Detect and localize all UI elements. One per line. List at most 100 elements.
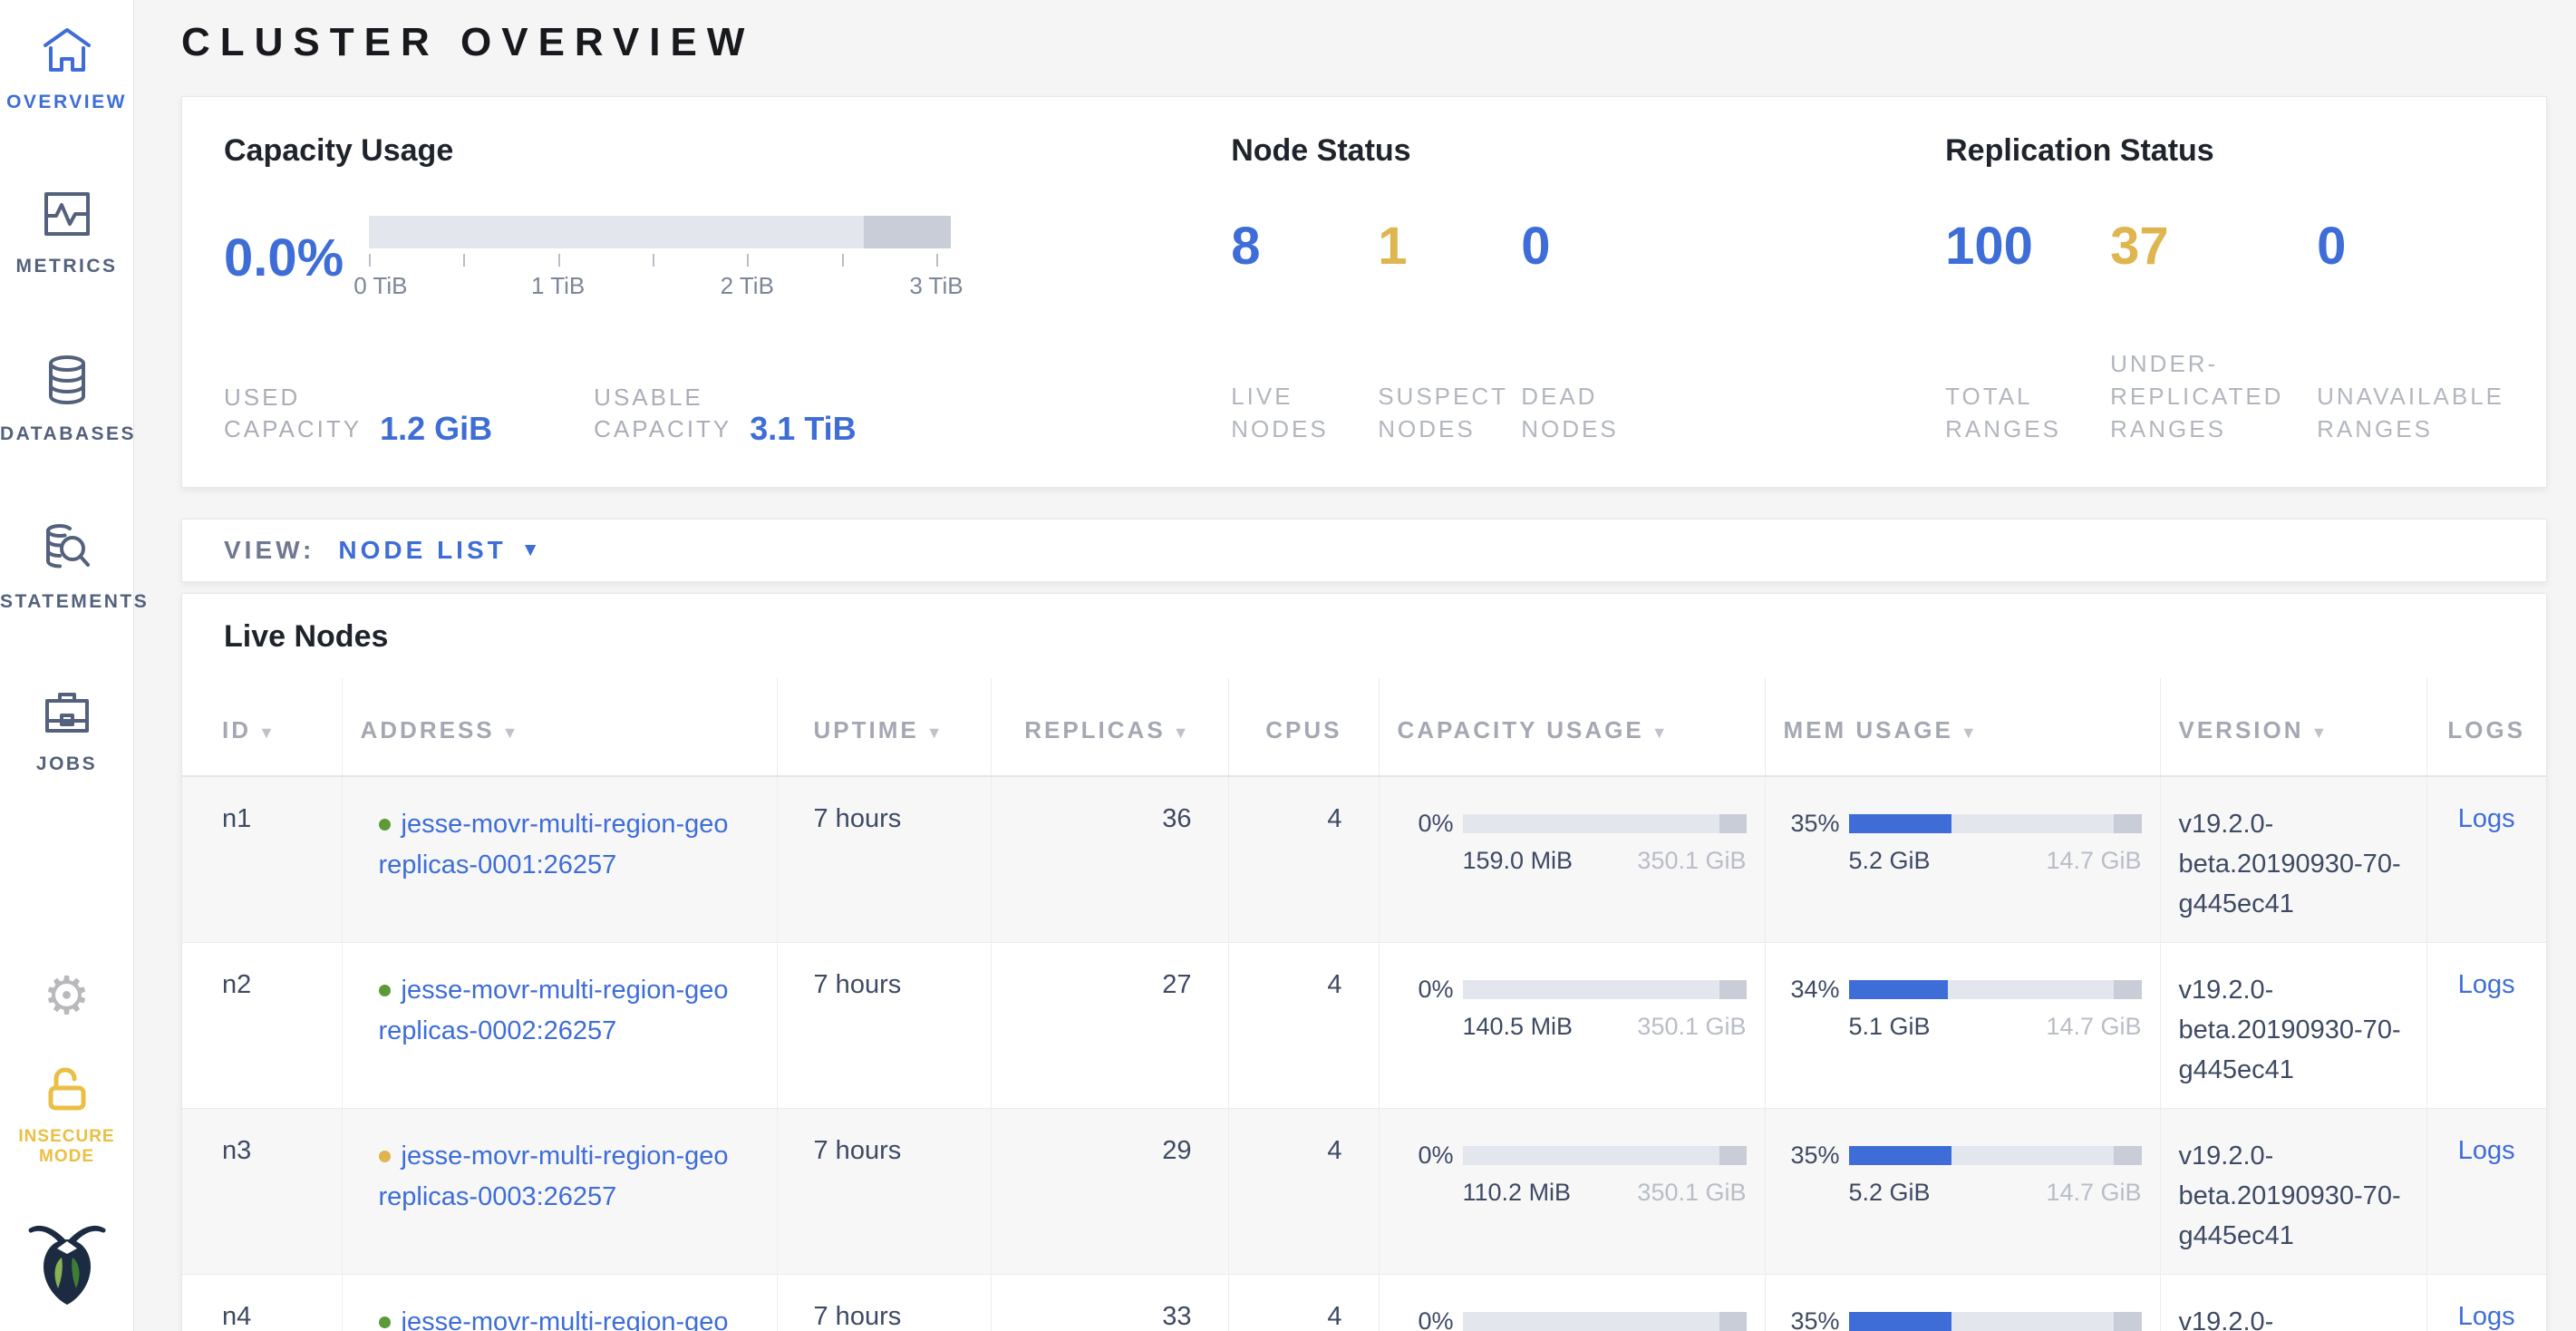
metrics-icon (0, 189, 133, 243)
statements-icon (0, 521, 133, 578)
gear-icon[interactable]: ⚙ (43, 967, 91, 1025)
logs-link[interactable]: Logs (2457, 1136, 2515, 1165)
node-address-link[interactable]: replicas-0001:26257 (378, 850, 617, 879)
view-bar: VIEW: NODE LIST ▼ (181, 519, 2547, 582)
used-capacity-stat: USED CAPACITY 1.2 GiB (224, 384, 493, 447)
sidebar-item-label: STATEMENTS (0, 591, 150, 612)
sidebar-item-statements[interactable]: STATEMENTS (0, 521, 147, 613)
node-address-link[interactable]: jesse-movr-multi-region-geo (401, 810, 729, 839)
sort-arrow-icon: ▼ (501, 724, 521, 742)
column-header-uptime[interactable]: UPTIME ▼ (777, 678, 992, 777)
sidebar-item-label: DATABASES (0, 423, 137, 444)
column-header-mem-usage[interactable]: MEM USAGE ▼ (1765, 678, 2161, 777)
capacity-bar (1462, 814, 1747, 833)
node-memory-cell: 35% 5.2 GiB 14.7 GiB (1765, 776, 2161, 943)
main-content: CLUSTER OVERVIEW Capacity Usage 0.0% (134, 0, 2576, 1331)
jobs-icon (0, 689, 133, 741)
memory-bar (1848, 980, 2142, 999)
column-header-address[interactable]: ADDRESS ▼ (342, 678, 778, 777)
node-table-body: n1 jesse-movr-multi-region-geo replicas-… (182, 776, 2546, 1331)
sort-arrow-icon: ▼ (1172, 724, 1192, 742)
total-ranges-stat: 100 TOTAL RANGES (1945, 217, 2061, 442)
live-nodes-stat: 8 LIVE NODES (1231, 217, 1329, 442)
sidebar-item-label: JOBS (35, 753, 98, 774)
node-table-row: n3 jesse-movr-multi-region-geo replicas-… (182, 1108, 2546, 1275)
live-nodes-title: Live Nodes (224, 619, 389, 654)
node-address-cell: jesse-movr-multi-region-geo replicas-000… (342, 776, 778, 943)
node-version-cell: v19.2.0-beta.20190930-70-g445ec41 (2160, 776, 2427, 943)
page-title: CLUSTER OVERVIEW (181, 20, 755, 64)
capacity-bar (1462, 1146, 1747, 1165)
under-replicated-ranges-stat: 37 UNDER- REPLICATED RANGES (2110, 217, 2284, 442)
node-cpus-cell: 4 (1228, 776, 1380, 943)
node-address-link[interactable]: replicas-0003:26257 (378, 1182, 617, 1211)
node-table: ID ▼ ADDRESS ▼ UPTIME ▼ REPLICAS ▼ CPUS CAPA… (182, 678, 2546, 1331)
logs-link[interactable]: Logs (2457, 970, 2515, 999)
sidebar-item-label: OVERVIEW (6, 92, 127, 112)
home-icon (0, 25, 133, 79)
node-version-cell: v19.2.0-beta.20190930-70-g445ec41 (2160, 942, 2427, 1109)
unlocked-padlock-icon (44, 1067, 90, 1115)
replication-status-title: Replication Status (1945, 133, 2214, 168)
tick-label: 3 TiB (909, 272, 964, 299)
node-address-cell: jesse-movr-multi-region-geo replicas-000… (342, 942, 778, 1109)
column-header-capacity-usage[interactable]: CAPACITY USAGE ▼ (1379, 678, 1766, 777)
node-logs-cell: Logs (2426, 1274, 2546, 1331)
capacity-percent: 0.0% (224, 228, 344, 287)
node-status-dot (378, 1316, 391, 1328)
tick-label: 1 TiB (531, 272, 586, 299)
memory-bar (1848, 1146, 2142, 1165)
sidebar-bottom: ⚙ INSECURE MODE (0, 970, 133, 1331)
node-logs-cell: Logs (2426, 1108, 2546, 1275)
tick-label: 0 TiB (353, 272, 408, 299)
node-capacity-cell: 0% 140.5 MiB 350.1 GiB (1379, 942, 1766, 1109)
sort-arrow-icon: ▼ (258, 724, 277, 742)
cockroachdb-logo[interactable] (0, 1214, 133, 1313)
sidebar-item-metrics[interactable]: METRICS (0, 189, 133, 277)
cluster-summary-card: Capacity Usage 0.0% 0 TiB (181, 96, 2547, 488)
capacity-gauge-track (369, 216, 951, 248)
logs-link[interactable]: Logs (2457, 804, 2515, 833)
node-uptime-cell: 7 hours (777, 942, 992, 1109)
column-header-id[interactable]: ID ▼ (182, 678, 343, 777)
column-header-version[interactable]: VERSION ▼ (2160, 678, 2427, 777)
node-address-link[interactable]: jesse-movr-multi-region-geo (401, 1142, 729, 1171)
capacity-bar (1462, 980, 1747, 999)
memory-bar (1848, 814, 2142, 833)
node-address-cell: jesse-movr-multi-region-geo replicas-000… (342, 1108, 778, 1275)
logs-link[interactable]: Logs (2457, 1302, 2515, 1331)
used-capacity-value: 1.2 GiB (380, 410, 493, 447)
unavailable-ranges-stat: 0 UNAVAILABLE RANGES (2317, 217, 2504, 442)
view-dropdown[interactable]: NODE LIST ▼ (338, 536, 539, 565)
node-uptime-cell: 7 hours (777, 776, 992, 943)
node-address-link[interactable]: jesse-movr-multi-region-geo (401, 976, 729, 1005)
node-table-row: n2 jesse-movr-multi-region-geo replicas-… (182, 942, 2546, 1109)
column-header-replicas[interactable]: REPLICAS ▼ (991, 678, 1229, 777)
node-id-cell: n1 (182, 776, 343, 943)
node-version-cell: v19.2.0-beta.20190930-70-g445ec41 (2160, 1108, 2427, 1275)
insecure-mode-indicator[interactable]: INSECURE MODE (0, 1066, 133, 1167)
live-nodes-card: Live Nodes ID ▼ ADDRESS ▼ UPTIME ▼ REPLICAS… (181, 593, 2547, 1331)
usable-capacity-value: 3.1 TiB (750, 410, 857, 447)
node-uptime-cell: 7 hours (777, 1108, 992, 1275)
node-memory-cell: 35% 5.2 GiB 14.7 GiB (1765, 1108, 2161, 1275)
sort-arrow-icon: ▼ (2310, 724, 2330, 742)
node-replicas-cell: 36 (991, 776, 1229, 943)
node-id-cell: n3 (182, 1108, 343, 1275)
node-address-link[interactable]: replicas-0002:26257 (378, 1016, 617, 1045)
node-table-row: n1 jesse-movr-multi-region-geo replicas-… (182, 776, 2546, 943)
chevron-down-icon: ▼ (520, 539, 540, 560)
dead-nodes-stat: 0 DEAD NODES (1521, 217, 1619, 442)
sidebar-item-jobs[interactable]: JOBS (0, 689, 133, 775)
capacity-gauge-ticks (369, 254, 951, 268)
sort-arrow-icon: ▼ (1960, 724, 1980, 742)
sidebar-item-overview[interactable]: OVERVIEW (0, 25, 133, 113)
sidebar-item-databases[interactable]: DATABASES (0, 354, 137, 445)
node-address-link[interactable]: jesse-movr-multi-region-geo (401, 1307, 729, 1331)
node-address-cell: jesse-movr-multi-region-geo replicas-000… (342, 1274, 778, 1331)
view-selected-value: NODE LIST (338, 536, 507, 564)
usable-capacity-stat: USABLE CAPACITY 3.1 TiB (594, 384, 857, 447)
node-logs-cell: Logs (2426, 942, 2546, 1109)
capacity-usage-title: Capacity Usage (224, 133, 454, 168)
